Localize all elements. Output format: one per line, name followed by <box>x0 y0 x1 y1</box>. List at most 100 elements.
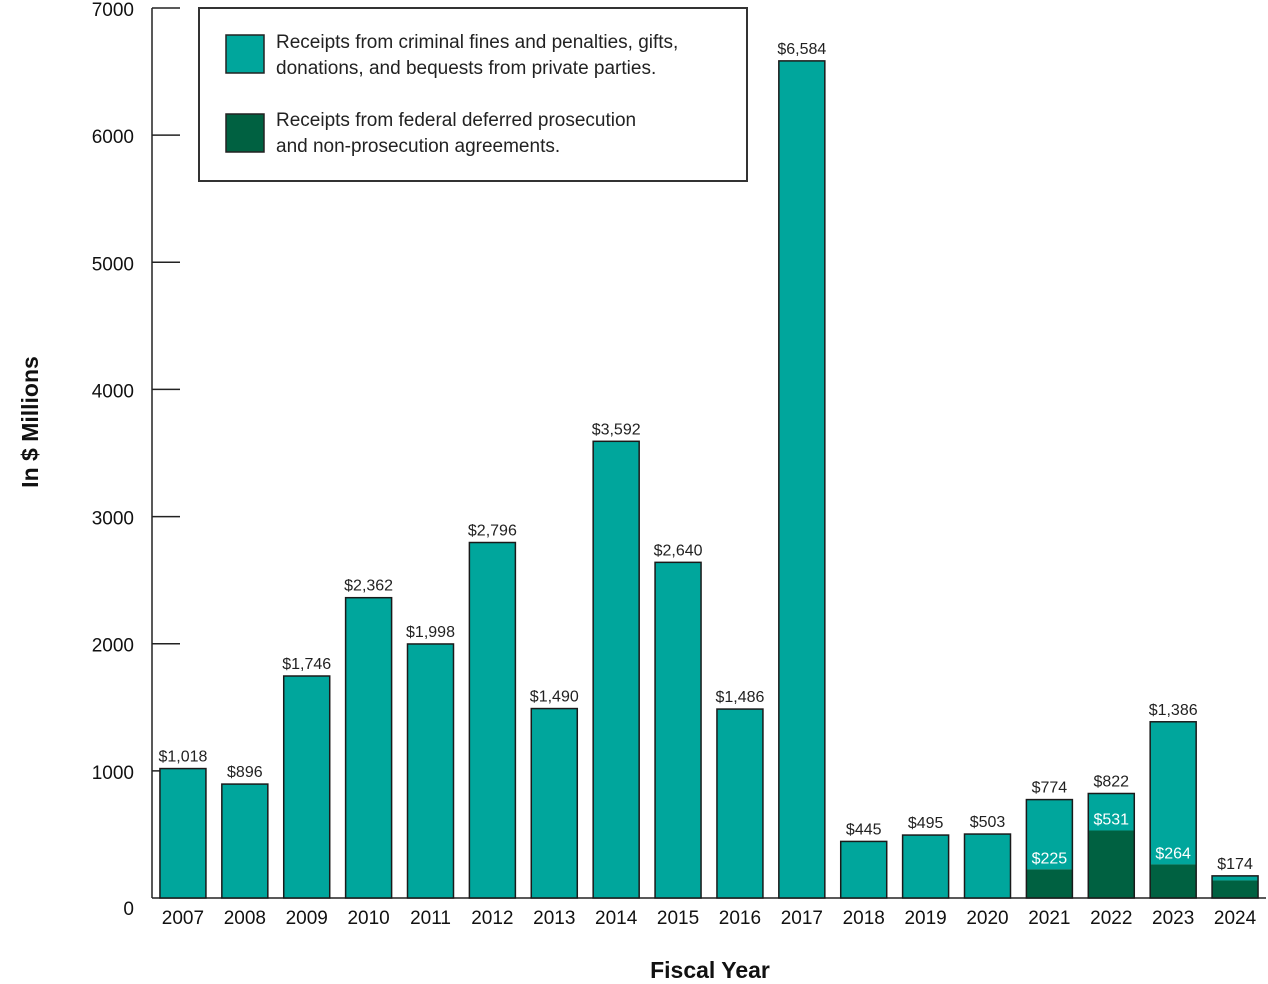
y-tick-label: 3000 <box>92 509 134 530</box>
bar-outline <box>654 561 702 899</box>
y-tick-label: 6000 <box>92 127 134 148</box>
bar-outline <box>1211 875 1259 899</box>
bar-outline <box>963 833 1012 899</box>
bar-criminal-fines <box>778 60 825 899</box>
bar-deferred-prosecution <box>1088 830 1135 898</box>
bar-total-label: $445 <box>846 821 882 838</box>
x-tick-label: 2009 <box>286 908 328 929</box>
bar-total-label: $3,592 <box>592 421 641 438</box>
bar-outline <box>406 643 455 899</box>
bar-total-label: $495 <box>908 815 944 832</box>
legend-swatch-deferred-prosecution <box>225 113 265 153</box>
bar-criminal-fines <box>531 708 578 898</box>
y-tick-label: 5000 <box>92 254 134 275</box>
bar-total-label: $896 <box>227 764 263 781</box>
bar-outline <box>468 541 517 899</box>
legend-swatch-criminal-fines <box>225 34 265 74</box>
legend-label-criminal-fines: Receipts from criminal fines and penalti… <box>276 32 684 79</box>
legend-box <box>198 7 748 182</box>
bar-criminal-fines <box>716 709 763 898</box>
bar-total-label: $1,998 <box>406 624 455 641</box>
x-tick-label: 2023 <box>1152 908 1194 929</box>
bar-outline <box>1025 798 1074 899</box>
bar-outline <box>592 440 640 899</box>
bar-criminal-fines <box>283 676 330 898</box>
bar-total-label: $2,362 <box>344 578 393 595</box>
bar-criminal-fines <box>902 835 949 898</box>
x-tick-label: 2024 <box>1214 908 1257 929</box>
y-tick-label: 2000 <box>92 636 134 657</box>
bar-criminal-fines <box>1212 875 1259 881</box>
bar-criminal-fines <box>840 841 887 898</box>
y-tick-label: 4000 <box>92 381 134 402</box>
y-axis-title: In $ Millions <box>17 356 43 488</box>
x-tick-label: 2022 <box>1090 908 1132 929</box>
bar-criminal-fines <box>345 597 392 898</box>
bar-deferred-prosecution <box>1026 869 1073 898</box>
bar-criminal-fines <box>1150 721 1197 865</box>
y-tick-label: 0 <box>123 899 134 920</box>
x-tick-label: 2012 <box>471 908 513 929</box>
bar-total-label: $1,018 <box>158 749 207 766</box>
bars-group: $1,018 $896 $1,746 $2,362 $1,998 $2,796 $1,490… <box>158 41 1259 899</box>
bar-outline <box>530 707 579 899</box>
bar-criminal-fines <box>1026 799 1073 870</box>
x-axis-title: Fiscal Year <box>650 957 770 983</box>
bar-criminal-fines <box>221 784 268 898</box>
x-tick-label: 2018 <box>843 908 885 929</box>
bar-criminal-fines <box>593 441 640 898</box>
x-tick-label: 2013 <box>533 908 575 929</box>
bar-inner-value-label: $225 <box>1032 850 1068 867</box>
bar-total-label: $6,584 <box>777 41 826 58</box>
bar-outline <box>1149 721 1197 899</box>
bar-outline <box>716 708 764 899</box>
x-tick-label: 2016 <box>719 908 761 929</box>
y-tick-label: 1000 <box>92 763 134 784</box>
x-tick-label: 2007 <box>162 908 204 929</box>
x-tick-label: 2014 <box>595 908 638 929</box>
bar-total-label: $822 <box>1093 773 1129 790</box>
bar-deferred-prosecution <box>1212 880 1259 898</box>
bar-total-label: $1,386 <box>1149 702 1198 719</box>
bar-total-label: $1,486 <box>715 689 764 706</box>
y-tick-label: 7000 <box>92 0 134 21</box>
legend: Receipts from criminal fines and penalti… <box>198 7 748 182</box>
x-tick-label: 2010 <box>347 908 389 929</box>
x-tick-label: 2011 <box>410 908 451 929</box>
x-tick-label: 2008 <box>224 908 266 929</box>
bar-outline <box>778 60 826 899</box>
bar-outline <box>839 840 888 899</box>
bar-outline <box>1087 792 1136 899</box>
bar-total-label: $174 <box>1217 856 1253 873</box>
x-tick-label: 2020 <box>966 908 1008 929</box>
bar-total-label: $774 <box>1032 780 1068 797</box>
x-tick-label: 2021 <box>1028 908 1070 929</box>
x-tick-label: 2017 <box>781 908 823 929</box>
bar-total-label: $2,640 <box>654 542 703 559</box>
bar-outline <box>344 596 393 899</box>
bar-outline <box>282 675 331 899</box>
bar-criminal-fines <box>159 768 206 898</box>
x-axis-tick-labels: 2007 2008 2009 2010 2011 2012 2013 2014 2015 2016… <box>162 908 1257 929</box>
bar-criminal-fines <box>964 834 1011 898</box>
x-tick-label: 2019 <box>904 908 946 929</box>
y-axis-ticks: 0 1000 2000 3000 4000 5000 6000 7000 <box>92 0 180 920</box>
bar-inner-value-label: $264 <box>1155 845 1191 862</box>
bar-criminal-fines <box>1088 793 1135 831</box>
bar-total-label: $1,490 <box>530 689 579 706</box>
bar-criminal-fines <box>655 562 702 898</box>
bar-criminal-fines <box>407 643 454 898</box>
bar-total-label: $1,746 <box>282 656 331 673</box>
bar-inner-value-label: $138 <box>1217 861 1253 878</box>
bar-outline <box>159 767 207 899</box>
bar-total-label: $2,796 <box>468 523 517 540</box>
bar-criminal-fines <box>469 542 516 898</box>
bar-deferred-prosecution <box>1150 864 1197 898</box>
bar-outline <box>221 783 269 899</box>
x-tick-label: 2015 <box>657 908 699 929</box>
legend-label-deferred-prosecution: Receipts from federal deferred prosecuti… <box>276 110 641 157</box>
bar-inner-value-label: $531 <box>1093 811 1129 828</box>
bar-outline <box>901 834 950 899</box>
bar-total-label: $503 <box>970 814 1006 831</box>
